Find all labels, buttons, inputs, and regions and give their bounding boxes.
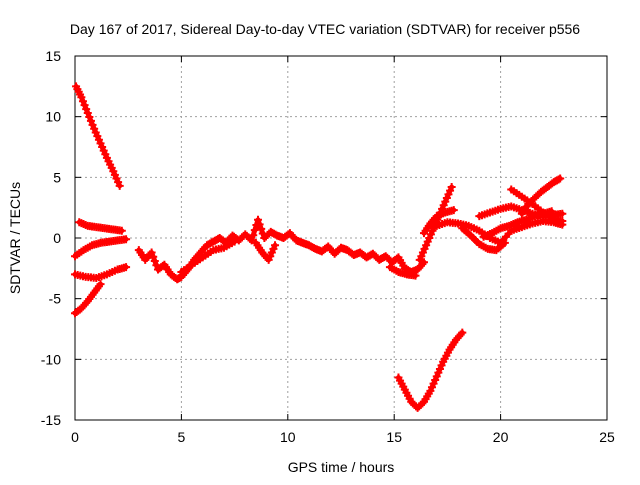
data-point (449, 206, 458, 215)
x-axis-label: GPS time / hours (288, 459, 395, 475)
x-tick-label: 25 (599, 429, 615, 445)
data-point (122, 235, 131, 244)
data-point (78, 97, 87, 106)
x-tick-label: 20 (493, 429, 509, 445)
data-point (88, 120, 97, 129)
data-point (249, 231, 258, 240)
data-point (257, 224, 266, 233)
data-point (255, 220, 264, 229)
data-point (83, 109, 92, 118)
data-point (80, 101, 89, 110)
series-arc-4 (71, 263, 131, 283)
data-point (458, 328, 467, 337)
data-point (250, 226, 259, 235)
series-arc-16 (507, 185, 567, 226)
data-point (419, 258, 428, 267)
data-point (230, 237, 239, 246)
data-point (418, 399, 427, 408)
data-series (71, 82, 567, 412)
data-point (77, 93, 86, 102)
series-arc-17 (517, 174, 565, 218)
data-point (558, 217, 567, 226)
data-point (149, 252, 158, 261)
x-tick-label: 0 (71, 429, 79, 445)
y-tick-label: 15 (45, 48, 61, 64)
grid (75, 56, 607, 420)
series-arc-1 (72, 82, 124, 190)
y-axis-label: SDTVAR / TECUs (7, 182, 23, 294)
x-tick-label: 5 (178, 429, 186, 445)
data-point (150, 257, 159, 266)
data-point (86, 116, 95, 125)
x-tick-label: 15 (386, 429, 402, 445)
series-arc-11 (419, 206, 458, 238)
x-tick-label: 10 (280, 429, 296, 445)
y-tick-label: 5 (53, 169, 61, 185)
series-arc-2 (75, 218, 126, 235)
y-tick-label: -5 (49, 291, 62, 307)
series-arc-13 (458, 224, 509, 255)
data-point (96, 280, 105, 289)
data-point (500, 238, 509, 247)
series-arc-3 (71, 235, 131, 261)
data-point (558, 209, 567, 218)
data-point (115, 181, 124, 190)
data-point (254, 215, 263, 224)
series-arc-18 (394, 328, 467, 412)
y-tick-label: -15 (41, 412, 61, 428)
y-tick-label: 0 (53, 230, 61, 246)
data-point (411, 271, 420, 280)
series-arc-6 (134, 215, 428, 284)
y-tick-label: 10 (45, 109, 61, 125)
series-arc-8 (251, 238, 280, 264)
data-point (82, 105, 91, 114)
data-point (247, 236, 256, 245)
series-arc-9 (385, 263, 420, 280)
series-arc-7 (177, 237, 239, 276)
chart-title: Day 167 of 2017, Sidereal Day-to-day VTE… (70, 21, 580, 37)
data-point (147, 248, 156, 257)
data-point (556, 174, 565, 183)
series-arc-5 (71, 280, 105, 318)
data-point (122, 263, 131, 272)
data-point (85, 112, 94, 121)
data-point (117, 226, 126, 235)
series-arc-12 (432, 217, 567, 247)
y-tick-label: -10 (41, 351, 61, 367)
data-point (447, 183, 456, 192)
axes: 0 5 10 15 20 25 -15 -10 -5 0 5 10 15 (41, 48, 615, 445)
data-point (271, 241, 280, 250)
